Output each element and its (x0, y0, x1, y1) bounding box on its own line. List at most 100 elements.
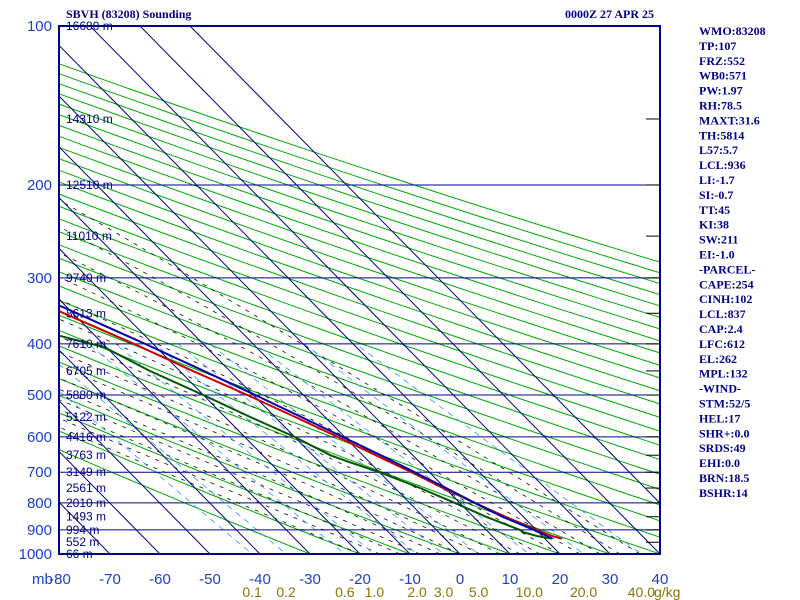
temperature-tick-labels: -80 -70 -60 -50 -40 -30 -20 -10 0 10 20 30 40 (49, 571, 668, 588)
dry-adiabat (59, 135, 660, 342)
index-entry: TH:5814 (699, 128, 744, 142)
height-label: 552 m (66, 535, 99, 549)
height-label: 6705 m (66, 364, 106, 378)
pressure-tick-label: 200 (27, 177, 52, 194)
index-entry: BSHR:14 (699, 486, 748, 500)
dry-adiabat (59, 231, 660, 446)
dry-adiabat (59, 394, 462, 554)
temperature-tick-label: -70 (99, 571, 121, 588)
background-grid (0, 14, 660, 565)
index-entry: SRDS:49 (699, 441, 746, 455)
dry-adiabat (59, 299, 660, 522)
mixing-ratio-tick-label: 0.6 (335, 584, 355, 600)
dry-adiabat (59, 218, 660, 432)
dry-adiabat (59, 114, 660, 318)
dry-adiabat (59, 124, 660, 330)
chart-subtitle: 0000Z 27 APR 25 (565, 7, 654, 21)
isotherm (139, 26, 660, 554)
index-entry: PW:1.97 (699, 84, 743, 98)
dry-adiabat (59, 361, 562, 554)
dry-adiabat (59, 193, 660, 405)
dry-adiabat (59, 430, 362, 554)
pressure-tick-label: 1000 (19, 546, 52, 563)
height-label: 2561 m (66, 481, 106, 495)
index-entry: CINH:102 (699, 292, 752, 306)
mixing-ratio-line (303, 343, 585, 554)
index-entry: TP:107 (699, 39, 736, 53)
height-label: 7610 m (66, 337, 106, 351)
isotherm (59, 349, 261, 554)
index-entry: SHR+:0.0 (699, 426, 750, 440)
pressure-tick-labels: 100 200 300 400 500 600 700 800 900 1000 (19, 18, 52, 563)
isotherm (59, 44, 561, 554)
mixing-ratio-tick-label: 20.0 (570, 584, 597, 600)
height-label: 66 m (66, 547, 93, 561)
dry-adiabat (59, 83, 660, 285)
isotherm (59, 196, 411, 554)
mixing-ratio-labels: 0.1 0.2 0.6 1.0 2.0 3.0 5.0 10.0 20.0 40.0 (242, 584, 655, 600)
isotherm (59, 247, 361, 554)
isotherm (0, 14, 21, 565)
dry-adiabat (59, 93, 660, 296)
mixing-ratio-tick-label: 40.0 (628, 584, 655, 600)
pressure-tick-label: 300 (27, 270, 52, 287)
mixing-ratio-tick-label: 5.0 (469, 584, 489, 600)
index-entry: SW:211 (699, 233, 738, 247)
mixing-ratio-tick-label: 1.0 (365, 584, 385, 600)
mixing-ratio-tick-label: 2.0 (407, 584, 427, 600)
dry-adiabat (59, 257, 660, 475)
index-entry: EI:-1.0 (699, 248, 735, 262)
temperature-tick-label: 30 (602, 571, 619, 588)
temperature-tick-label: 0 (456, 571, 464, 588)
isotherm (189, 26, 660, 504)
index-entry: WB0:571 (699, 69, 747, 83)
mixing-ratio-line (88, 343, 346, 554)
y-axis-unit-label: mb (32, 571, 53, 588)
chart-title: SBVH (83208) Sounding (66, 7, 191, 21)
moist-adiabat (59, 399, 421, 554)
height-label: 5880 m (66, 388, 106, 402)
mixing-ratio-line (59, 390, 253, 554)
index-entry: WMO:83208 (699, 24, 766, 38)
pressure-tick-label: 500 (27, 387, 52, 404)
height-label: 2010 m (66, 496, 106, 510)
height-label: 3149 m (66, 465, 106, 479)
pressure-tick-label: 900 (27, 522, 52, 539)
mixing-ratio-tick-label: 3.0 (434, 584, 454, 600)
mixing-ratio-unit: g/kg (654, 584, 680, 600)
index-entry: RH:78.5 (699, 99, 742, 113)
temperature-tick-label: 40 (652, 571, 669, 588)
index-entry: BRN:18.5 (699, 471, 749, 485)
dewpoint-line (59, 334, 552, 540)
pressure-tick-label: 100 (27, 18, 52, 35)
pressure-tick-label: 800 (27, 495, 52, 512)
index-entry: SI:-0.7 (699, 188, 733, 202)
mixing-ratio-tick-label: 0.1 (242, 584, 262, 600)
height-label: 12510 m (66, 178, 113, 192)
height-label: 5122 m (66, 410, 106, 424)
height-label: 994 m (66, 523, 99, 537)
index-entry: LI:-1.7 (699, 173, 735, 187)
plot-frame (58, 25, 661, 555)
mixing-ratio-line (355, 343, 643, 554)
height-label: 8613 m (66, 306, 106, 320)
temperature-line (59, 310, 563, 540)
dry-adiabat (59, 63, 660, 263)
mixing-ratio-tick-label: 0.2 (276, 584, 296, 600)
mixing-ratio-line (153, 343, 418, 554)
isotherm (59, 450, 161, 554)
dry-adiabat (59, 181, 660, 392)
index-entry: -WIND- (699, 382, 741, 396)
mixing-ratio-line (115, 343, 376, 554)
height-label: 16680 m (66, 19, 113, 33)
temperature-tick-label: -80 (49, 571, 71, 588)
pressure-tick-label: 700 (27, 464, 52, 481)
height-label: 14310 m (66, 112, 113, 126)
temperature-tick-label: -50 (199, 571, 221, 588)
index-entry: TT:45 (699, 203, 730, 217)
height-label: 11010 m (66, 229, 112, 243)
temperature-tick-label: -30 (299, 571, 321, 588)
index-entry: EL:262 (699, 352, 737, 366)
index-entry: L57:5.7 (699, 143, 738, 157)
